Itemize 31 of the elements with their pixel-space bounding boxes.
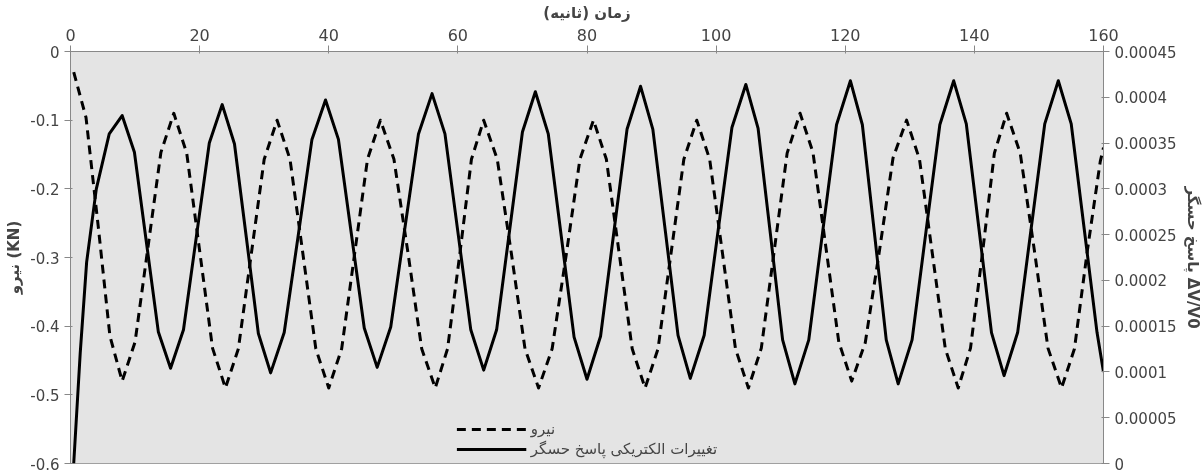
x-tick-label: 160 (1088, 25, 1119, 45)
y-tick-label: -0.3 (30, 249, 60, 268)
y-tick-label: -0.5 (30, 386, 60, 405)
x-tick-label: 100 (700, 25, 732, 45)
x-tick-label: 140 (959, 25, 990, 45)
y-tick-label: -0.6 (30, 455, 60, 474)
y-axis-title: نیرو (KN) (5, 220, 24, 296)
x-tick-label: 120 (829, 25, 861, 45)
y2-tick-label: 0.0002 (1114, 272, 1167, 291)
y2-tick-label: 0.00045 (1114, 43, 1177, 62)
y-tick-label: -0.4 (30, 318, 60, 337)
y2-tick-label: 0.0004 (1114, 89, 1167, 108)
x-tick-label: 20 (189, 25, 210, 45)
legend-label: نیرو (530, 420, 556, 438)
x-tick-label: 0 (65, 25, 76, 45)
y2-tick-label: 0.00035 (1114, 135, 1177, 154)
y2-tick-label: 0.0003 (1114, 180, 1167, 199)
y-tick-label: -0.1 (30, 112, 60, 131)
y-tick-label: 0 (49, 43, 60, 62)
y2-tick-label: 0.00025 (1114, 226, 1177, 245)
y2-tick-label: 0.00005 (1114, 409, 1177, 428)
x-tick-label: 40 (318, 25, 339, 45)
legend-label: تغییرات الکتریکی پاسخ حسگر (530, 440, 718, 458)
y-tick-label: -0.2 (30, 180, 60, 199)
y2-tick-label: 0 (1114, 455, 1125, 474)
x-axis-title: زمان (ثانیه) (543, 3, 631, 22)
y2-tick-label: 0.00015 (1114, 318, 1177, 337)
x-tick-label: 80 (576, 25, 598, 45)
x-tick-label: 60 (447, 25, 469, 45)
y2-tick-label: 0.0001 (1114, 363, 1167, 382)
y2-axis-title: پاسخ حسگر ΔV/V0 (1182, 185, 1202, 329)
